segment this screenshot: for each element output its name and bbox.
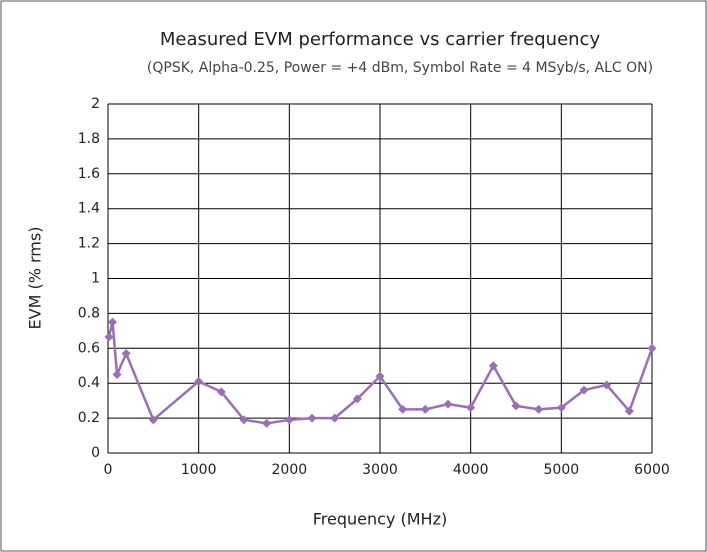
- y-axis-label: EVM (% rms): [26, 227, 45, 330]
- y-tick-label: 0: [91, 445, 100, 461]
- y-tick-label: 1.8: [78, 131, 100, 147]
- chart-subtitle: (QPSK, Alpha-0.25, Power = +4 dBm, Symbo…: [147, 60, 653, 76]
- data-point: [375, 371, 385, 381]
- x-tick-label: 2000: [272, 462, 308, 478]
- data-point: [108, 317, 118, 327]
- x-tick-label: 6000: [634, 462, 670, 478]
- data-point: [330, 413, 340, 423]
- y-tick-label: 0.2: [78, 410, 100, 426]
- data-point: [307, 413, 317, 423]
- data-point: [352, 394, 362, 404]
- y-tick-label: 1: [91, 271, 100, 287]
- data-point: [112, 369, 122, 379]
- data-point: [488, 361, 498, 371]
- data-point: [647, 343, 657, 353]
- x-tick-label: 1000: [181, 462, 217, 478]
- data-point: [239, 415, 249, 425]
- y-tick-label: 0.6: [78, 340, 100, 356]
- data-point: [602, 380, 612, 390]
- data-point: [443, 399, 453, 409]
- data-point: [284, 415, 294, 425]
- data-point: [420, 404, 430, 414]
- data-point: [511, 401, 521, 411]
- x-tick-label: 4000: [453, 462, 489, 478]
- y-tick-label: 2: [91, 96, 100, 112]
- data-point: [216, 387, 226, 397]
- data-point: [624, 406, 634, 416]
- x-axis-label: Frequency (MHz): [313, 510, 447, 529]
- x-tick-label: 5000: [544, 462, 580, 478]
- x-tick-label: 0: [104, 462, 113, 478]
- data-point: [579, 385, 589, 395]
- data-point: [148, 415, 158, 425]
- y-tick-label: 1.6: [78, 166, 100, 182]
- data-point: [104, 332, 114, 342]
- data-point: [194, 376, 204, 386]
- y-tick-label: 1.2: [78, 236, 100, 252]
- y-tick-label: 0.8: [78, 305, 100, 321]
- data-point: [398, 404, 408, 414]
- y-tick-label: 0.4: [78, 375, 100, 391]
- x-tick-label: 3000: [362, 462, 398, 478]
- data-point: [556, 403, 566, 413]
- y-tick-label: 1.4: [78, 201, 100, 217]
- data-point: [534, 404, 544, 414]
- chart-title: Measured EVM performance vs carrier freq…: [160, 29, 601, 50]
- data-point: [466, 403, 476, 413]
- data-point: [262, 418, 272, 428]
- data-point: [121, 349, 131, 359]
